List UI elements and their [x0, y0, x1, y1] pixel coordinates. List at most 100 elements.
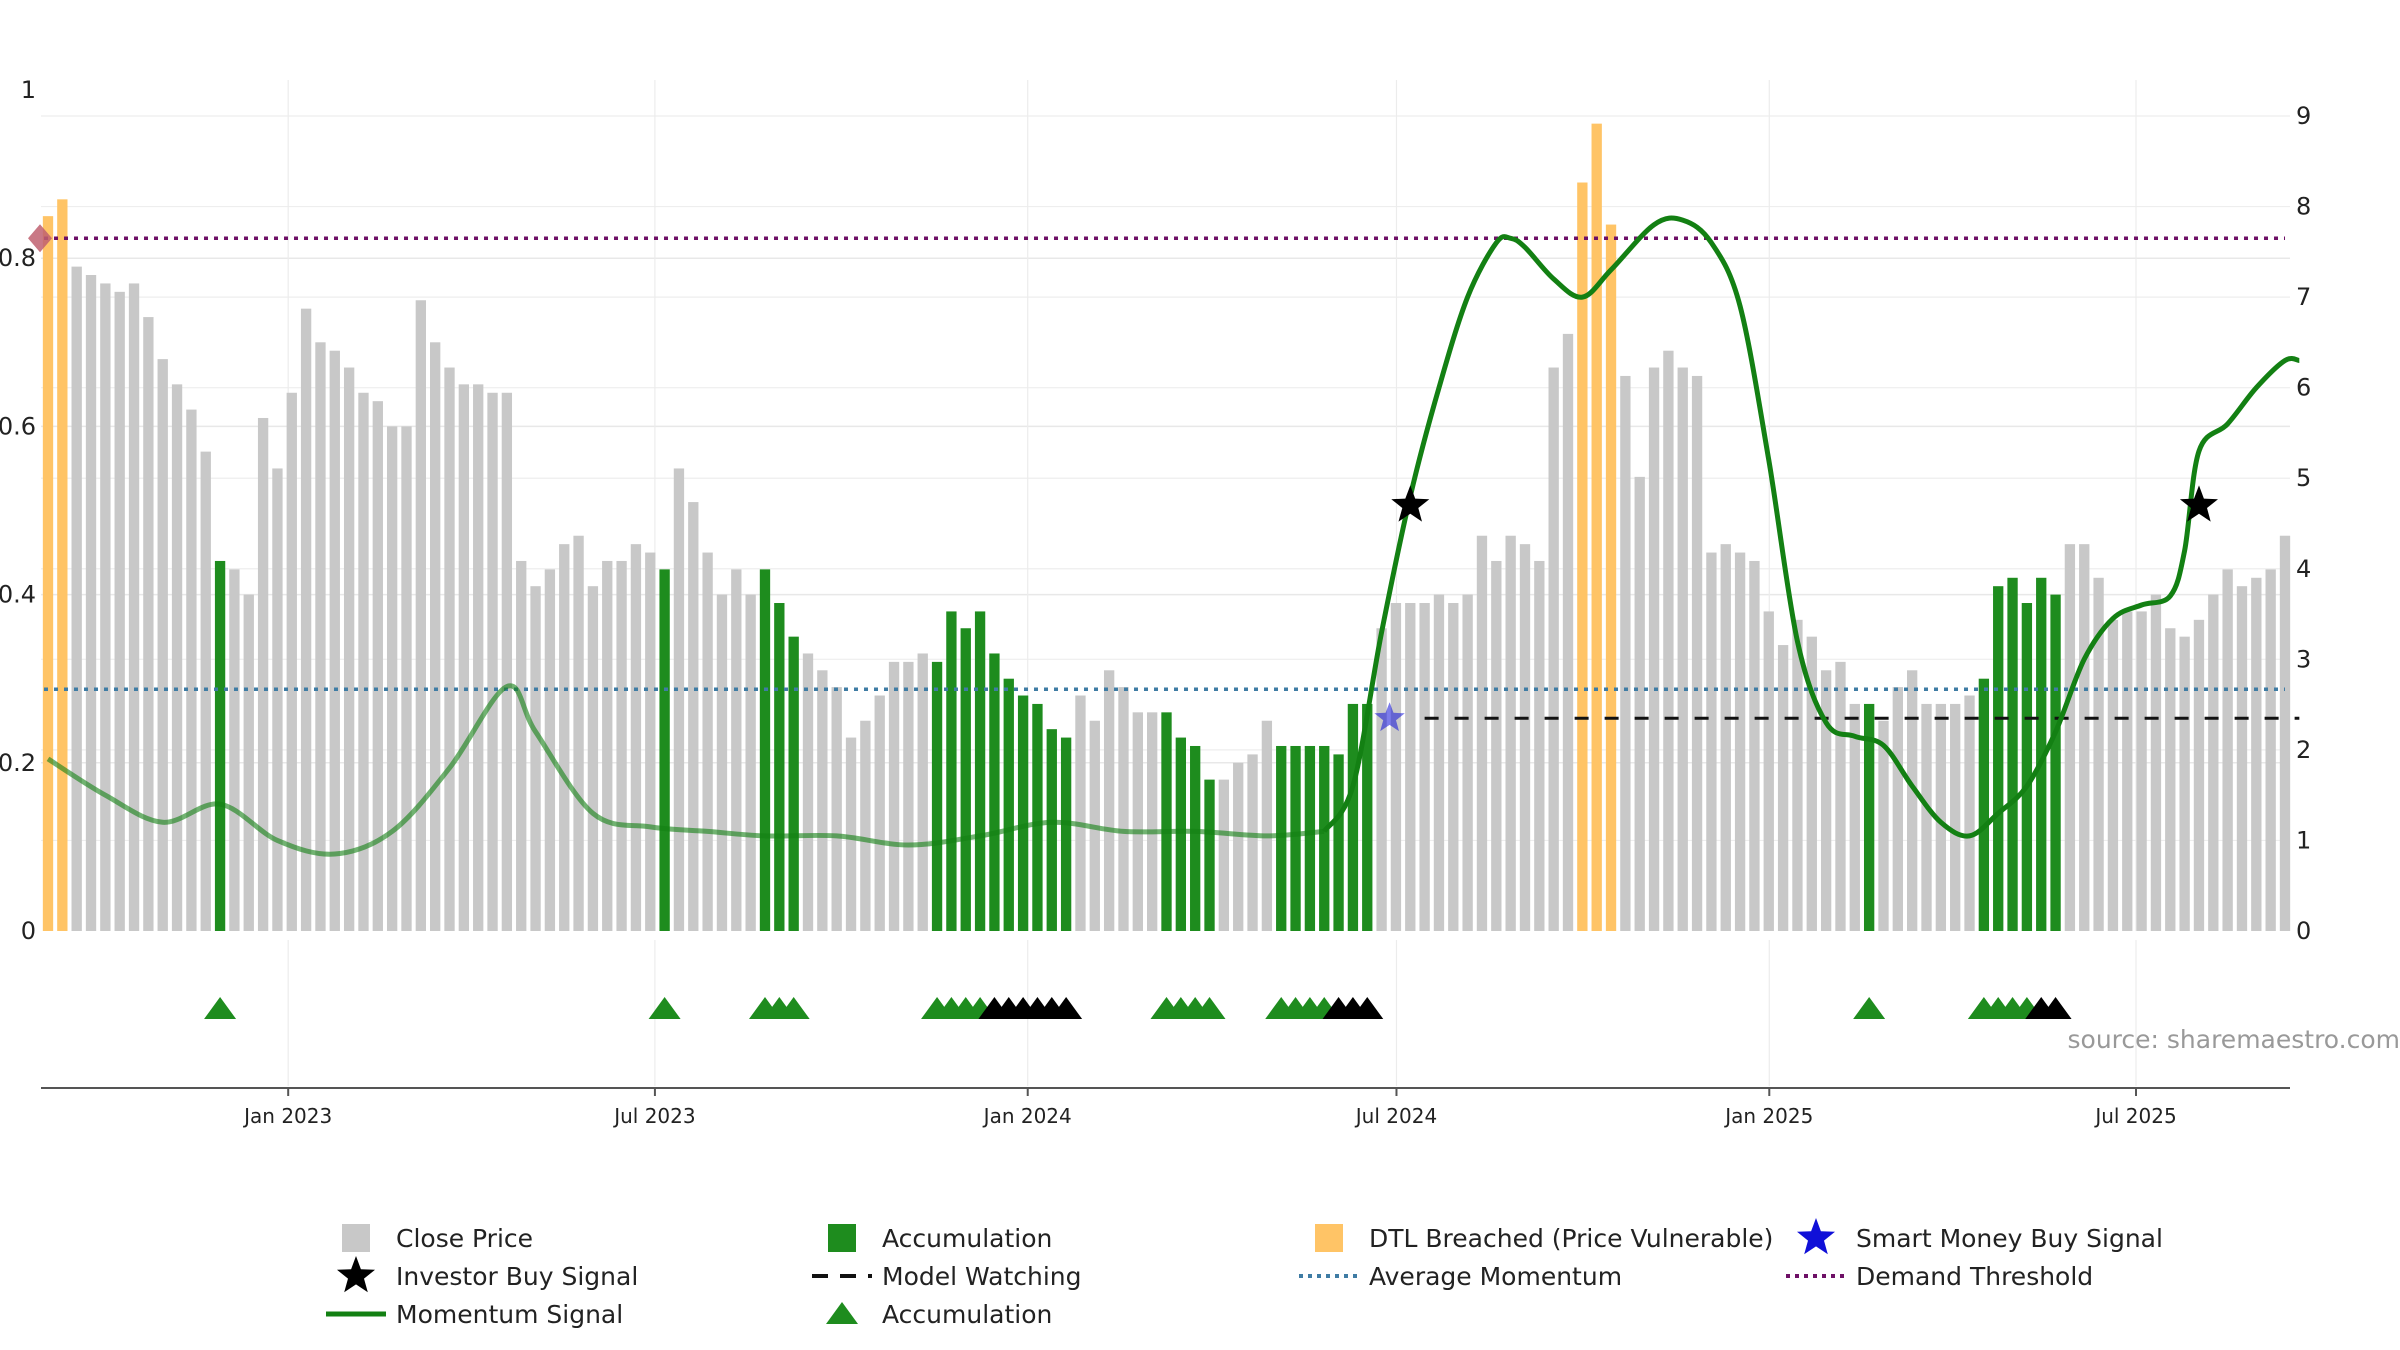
close-price-bar — [1548, 367, 1559, 931]
accumulation-bar — [2007, 577, 2018, 931]
close-price-bar — [85, 275, 97, 931]
close-price-bar — [401, 426, 412, 931]
accumulation-bar — [1993, 586, 2004, 931]
close-price-bar — [917, 653, 928, 931]
line-series — [28, 215, 2300, 857]
x-tick-label: Jul 2023 — [612, 1104, 695, 1128]
accumulation-bar — [1863, 703, 1875, 931]
accumulation-bar — [1276, 745, 1287, 931]
close-price-bar — [2165, 628, 2176, 931]
close-price-bar — [1792, 619, 1803, 931]
close-price-bar — [186, 409, 197, 932]
close-price-bar — [1620, 375, 1631, 931]
close-price-bar — [2122, 611, 2133, 931]
close-price-bar — [257, 417, 269, 931]
close-price-bar — [559, 544, 570, 931]
close-price-bar — [100, 283, 111, 931]
close-price-bar — [1562, 333, 1574, 931]
close-price-bar — [430, 342, 441, 931]
close-price-bar — [702, 552, 713, 931]
x-tick-label: Jan 2023 — [242, 1104, 332, 1128]
close-price-bar — [329, 350, 340, 932]
close-price-bar — [171, 384, 183, 932]
close-price-bar — [1820, 670, 1832, 931]
axes: 0 0.2 0.4 0.6 0.8 1 0 1 2 3 4 5 6 7 8 9 Jan 2023 Jul 2023… — [0, 76, 2311, 1128]
accumulation-bar — [1362, 703, 1373, 931]
close-price-bar — [1247, 754, 1258, 931]
accumulation-bar — [1017, 695, 1029, 931]
accumulation-bar — [214, 560, 226, 931]
close-price-bar — [1849, 703, 1860, 931]
right-tick-label: 3 — [2296, 645, 2311, 673]
close-price-bar — [458, 384, 470, 932]
close-price-bar — [602, 560, 613, 931]
left-tick-label: 0.2 — [0, 749, 36, 777]
close-price-bar — [2279, 535, 2291, 931]
close-price-bar — [1806, 636, 1817, 931]
close-price-bar — [200, 451, 211, 931]
close-price-bar — [1433, 594, 1445, 931]
close-price-bar — [2093, 577, 2104, 931]
accumulation-bar — [759, 569, 771, 931]
momentum-signal-line-muted — [46, 683, 1325, 857]
close-price-bar — [888, 661, 900, 931]
accumulation-bar — [1347, 703, 1359, 931]
close-price-bar — [1663, 350, 1674, 932]
close-price-bar — [2107, 619, 2119, 931]
threshold-marker — [28, 224, 52, 253]
close-price-bar — [860, 720, 871, 931]
close-price-bar — [286, 392, 297, 931]
accumulation-bar — [774, 603, 785, 931]
bar-series — [42, 123, 2291, 932]
x-tick-label: Jan 2024 — [982, 1104, 1072, 1128]
accumulation-triangle-icon — [204, 997, 237, 1019]
close-price-bar — [1390, 603, 1402, 931]
accumulation-bar — [974, 611, 986, 931]
close-price-bar — [1777, 645, 1789, 931]
source-text: source: sharemaestro.com — [2068, 1025, 2400, 1054]
dtl-breached-bar — [1605, 224, 1617, 931]
legend: Close Price Accumulation DTL Breached (Pri… — [326, 1218, 2163, 1329]
close-price-bar — [1075, 695, 1086, 931]
close-price-bar — [2222, 569, 2233, 931]
close-price-bar — [487, 392, 498, 931]
legend-swatch-close-price — [342, 1224, 370, 1252]
accumulation-bar — [1175, 737, 1187, 931]
close-price-bar — [444, 367, 455, 931]
accumulation-bar — [960, 628, 971, 931]
close-price-bar — [1763, 611, 1774, 931]
close-price-bar — [315, 342, 326, 931]
legend-label-smart-money: Smart Money Buy Signal — [1856, 1224, 2163, 1253]
right-tick-label: 0 — [2296, 917, 2311, 945]
close-price-bar — [2208, 594, 2219, 931]
close-price-bar — [229, 569, 240, 931]
close-price-bar — [874, 695, 885, 931]
legend-investor-icon — [337, 1256, 375, 1293]
right-tick-label: 1 — [2296, 826, 2311, 854]
close-price-bar — [1950, 703, 1961, 931]
close-price-bar — [1462, 594, 1473, 931]
close-price-bar — [1691, 375, 1703, 931]
close-price-bar — [372, 401, 383, 931]
accumulation-triangle-icon — [777, 997, 810, 1019]
close-price-bar — [1118, 687, 1129, 931]
close-price-bar — [530, 586, 541, 931]
close-price-bar — [1749, 560, 1760, 931]
legend-label-accumulation: Accumulation — [882, 1224, 1052, 1253]
model-watching-triangle-icon — [1050, 997, 1083, 1019]
close-price-bar — [1648, 367, 1660, 931]
legend-accumulation-triangle-icon — [826, 1302, 858, 1324]
close-price-bar — [243, 594, 254, 931]
right-tick-label: 2 — [2296, 736, 2311, 764]
investor-buy-signal-icon — [1391, 485, 1430, 522]
right-tick-label: 5 — [2296, 464, 2311, 492]
close-price-bar — [415, 300, 426, 931]
accumulation-triangle-icon — [1853, 997, 1886, 1019]
close-price-bar — [587, 586, 599, 931]
close-price-bar — [1677, 367, 1688, 931]
close-price-bar — [802, 653, 814, 931]
close-price-bar — [157, 359, 168, 931]
left-tick-label: 0 — [21, 917, 36, 945]
close-price-bar — [673, 468, 685, 931]
